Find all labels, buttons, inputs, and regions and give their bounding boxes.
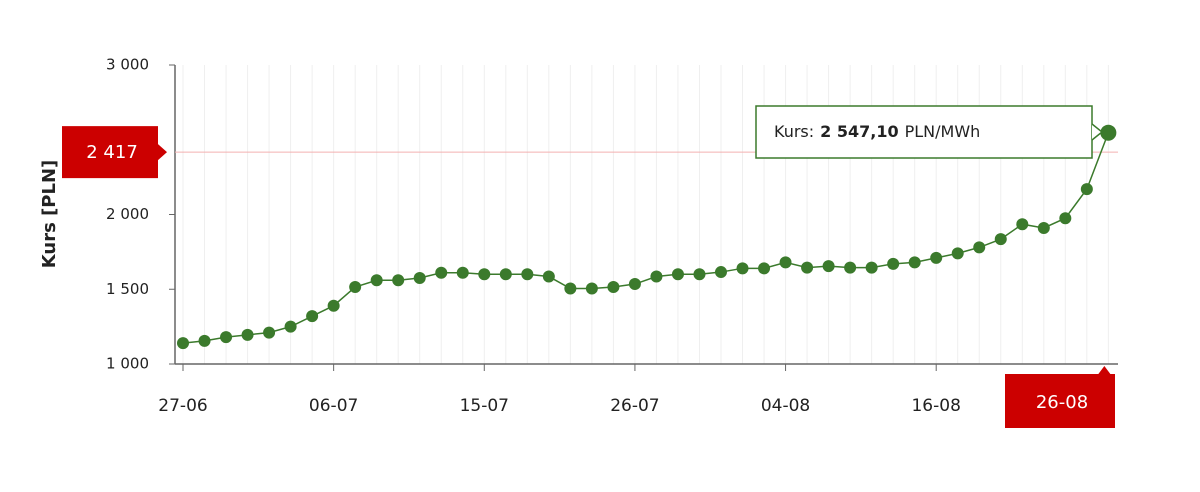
y-tick-label: 3 000 (106, 56, 149, 74)
point (607, 281, 620, 294)
tooltip-text: Kurs: 2 547,10 PLN/MWh (774, 122, 980, 141)
x-tick-label: 26-07 (610, 396, 659, 416)
point (220, 331, 233, 344)
point (349, 281, 362, 294)
point (736, 262, 749, 275)
point (628, 278, 641, 291)
point (392, 274, 405, 287)
x-tick-label: 04-08 (761, 396, 810, 416)
point (951, 247, 964, 260)
point (1016, 218, 1029, 231)
point (435, 266, 448, 279)
x-tick-label: 06-07 (309, 396, 358, 416)
tooltip: Kurs: 2 547,10 PLN/MWh (755, 105, 1104, 159)
point (779, 256, 792, 269)
y-axis-label: Kurs [PLN] (39, 160, 60, 268)
point (499, 268, 512, 281)
point (1059, 212, 1072, 225)
point (650, 270, 663, 283)
point (822, 260, 835, 273)
tooltip-unit: PLN/MWh (905, 122, 981, 141)
point (241, 328, 254, 341)
x-tick-label: 16-08 (911, 396, 960, 416)
point (865, 261, 878, 274)
point (994, 233, 1007, 246)
point (908, 256, 921, 269)
point (327, 299, 340, 312)
point (263, 326, 276, 339)
point (542, 270, 555, 283)
point (1037, 221, 1050, 234)
crosshair-label-box (62, 126, 167, 179)
tooltip-value-label: 2 547,10 (820, 122, 898, 141)
point (973, 241, 986, 254)
point (1080, 183, 1093, 196)
point (585, 282, 598, 295)
point (671, 268, 684, 281)
x-tick-label: 15-07 (460, 396, 509, 416)
point (1100, 124, 1117, 141)
tooltip-pointer (1091, 123, 1104, 141)
point (198, 334, 211, 347)
y-tick-label: 2 000 (106, 205, 149, 223)
point (306, 310, 319, 323)
point (413, 272, 426, 285)
point (693, 268, 706, 281)
point (370, 274, 383, 287)
point (887, 257, 900, 270)
point (844, 261, 857, 274)
point (177, 337, 189, 350)
crosshair-y-label: 2 417 (86, 142, 138, 163)
point (715, 266, 727, 279)
point (456, 266, 469, 279)
point (284, 320, 297, 333)
crosshair-x-box (1005, 366, 1115, 428)
point (478, 268, 491, 281)
point (930, 251, 943, 264)
x-tick-label: 27-06 (158, 396, 207, 416)
point (564, 282, 577, 295)
crosshair-x-label: 26-08 (1036, 392, 1088, 413)
point (521, 268, 534, 281)
point (801, 261, 814, 274)
y-tick-label: 1 000 (106, 355, 149, 373)
y-tick-label: 1 500 (106, 280, 149, 298)
tooltip-box (755, 105, 1093, 159)
line (182, 132, 1110, 344)
tooltip-name: Kurs: (774, 122, 814, 141)
point (758, 262, 771, 275)
